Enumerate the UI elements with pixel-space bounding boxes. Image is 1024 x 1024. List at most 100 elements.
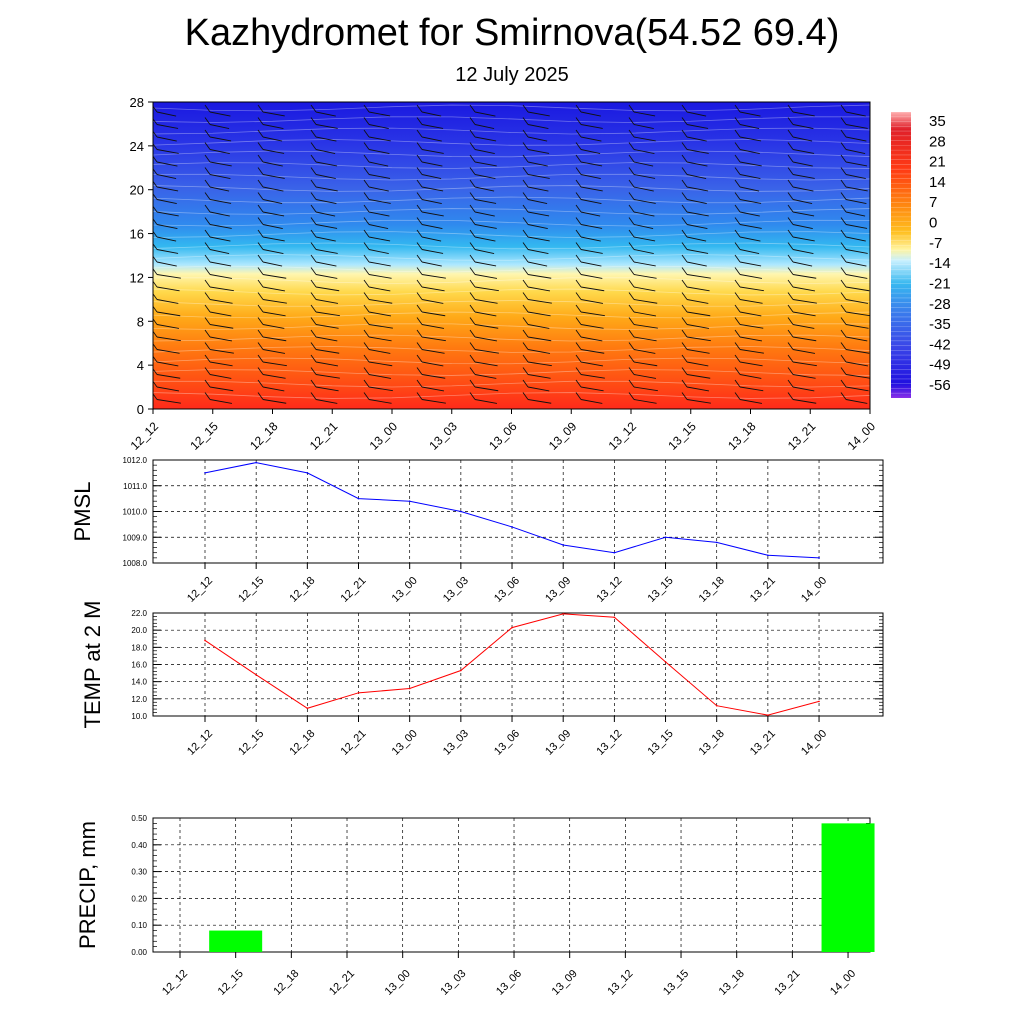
wind-barb <box>315 124 338 129</box>
wind-barb <box>315 149 336 155</box>
y-tick-label: 0.10 <box>131 921 147 930</box>
wind-barb <box>739 186 760 192</box>
wind-barb <box>845 236 866 242</box>
wind-barb <box>368 136 391 142</box>
wind-barb-flag <box>575 104 582 113</box>
wind-barb-flag <box>310 167 317 175</box>
wind-barb <box>368 324 393 329</box>
wind-barb-flag <box>575 142 582 150</box>
wind-barb-flag <box>257 317 264 325</box>
x-tick-label: 13_12 <box>594 728 624 758</box>
y-tick-label: 16 <box>130 227 144 242</box>
wind-barb <box>686 386 710 392</box>
y-tick-label: 1011.0 <box>123 482 147 491</box>
wind-barb-flag <box>575 167 582 175</box>
wind-barb-flag <box>681 167 688 175</box>
wind-barb <box>686 149 709 154</box>
wind-barb <box>633 124 654 130</box>
wind-barb-flag <box>153 305 158 313</box>
contour-line <box>153 219 870 227</box>
wind-barb <box>156 124 179 129</box>
wind-barb <box>315 261 337 267</box>
wind-barb <box>421 161 443 167</box>
wind-barb <box>527 299 552 304</box>
wind-barb <box>792 211 815 217</box>
data-point <box>511 626 513 629</box>
colorbar-label: 21 <box>929 154 946 171</box>
wind-barb-flag <box>416 267 423 275</box>
wind-barb-flag <box>628 179 635 188</box>
wind-barb <box>580 286 605 292</box>
wind-barb <box>527 186 549 192</box>
wind-barb <box>580 336 603 342</box>
y-tick-label: 14.0 <box>131 678 147 687</box>
wind-barb <box>739 211 760 217</box>
wind-barb-flag <box>681 229 688 238</box>
wind-barb-flag <box>787 217 794 225</box>
wind-barb <box>686 211 709 217</box>
wind-barb-flag <box>681 317 688 325</box>
wind-barb <box>580 174 601 180</box>
y-tick-label: 8 <box>137 314 144 329</box>
wind-barb <box>580 149 601 155</box>
wind-barb-flag <box>310 204 317 213</box>
contour-line <box>153 392 870 399</box>
wind-barb-flag <box>575 354 582 363</box>
wind-barb-flag <box>204 392 211 400</box>
wind-barb <box>686 274 711 279</box>
wind-barb-flag <box>204 217 211 225</box>
wind-barb-flag <box>734 354 741 363</box>
wind-barb-flag <box>840 242 847 250</box>
wind-barb <box>527 199 548 205</box>
wind-barb-flag <box>522 392 529 400</box>
data-point <box>460 510 462 513</box>
wind-barb-flag <box>522 254 529 263</box>
wind-barb-flag <box>310 179 317 188</box>
x-tick-label: 13_06 <box>494 968 524 998</box>
x-tick-label: 12_21 <box>339 575 369 605</box>
chart-title: Kazhydromet for Smirnova(54.52 69.4) <box>184 12 840 54</box>
wind-barb <box>580 261 602 267</box>
x-tick-label: 13_21 <box>748 575 778 605</box>
wind-barb <box>156 399 181 404</box>
wind-barb-flag <box>153 368 158 375</box>
wind-barb <box>156 324 180 329</box>
wind-barb <box>156 374 181 379</box>
wind-barb-flag <box>734 117 741 125</box>
wind-barb-flag <box>787 317 794 325</box>
y-axis-title: PMSL <box>70 482 95 542</box>
wind-barb <box>315 311 340 317</box>
contour-line <box>153 311 870 319</box>
wind-barb <box>739 261 762 267</box>
wind-barb <box>580 299 604 304</box>
wind-barb <box>580 186 603 192</box>
wind-barb-flag <box>469 229 476 238</box>
x-tick-label: 14_00 <box>799 575 829 605</box>
wind-barb-flag <box>363 217 370 225</box>
wind-barb-flag <box>681 242 688 250</box>
wind-barb-flag <box>575 379 582 388</box>
wind-barb-flag <box>522 242 529 250</box>
wind-barb-flag <box>153 155 158 163</box>
wind-barb-flag <box>681 292 688 300</box>
wind-barb-flag <box>787 392 794 400</box>
wind-barb <box>368 274 392 279</box>
wind-barb <box>156 211 179 217</box>
wind-barb <box>209 399 233 404</box>
wind-barb <box>156 299 179 304</box>
wind-barb <box>580 361 604 367</box>
wind-barb <box>686 349 710 354</box>
wind-barb-flag <box>416 317 423 325</box>
heatmap-y-axis: 0 4 8 12 16 20 24 28 <box>130 95 153 417</box>
wind-barb <box>739 286 764 292</box>
wind-barb-flag <box>204 267 211 275</box>
wind-barb-flag <box>787 329 794 338</box>
wind-barb-flag <box>840 229 847 238</box>
wind-barb-flag <box>153 143 158 150</box>
contour-line <box>153 265 870 273</box>
wind-barb <box>156 261 177 267</box>
wind-barb-flag <box>840 167 847 175</box>
x-tick-label: 13_21 <box>772 968 802 998</box>
wind-barb-flag <box>787 142 794 150</box>
wind-barb-flag <box>416 167 423 175</box>
